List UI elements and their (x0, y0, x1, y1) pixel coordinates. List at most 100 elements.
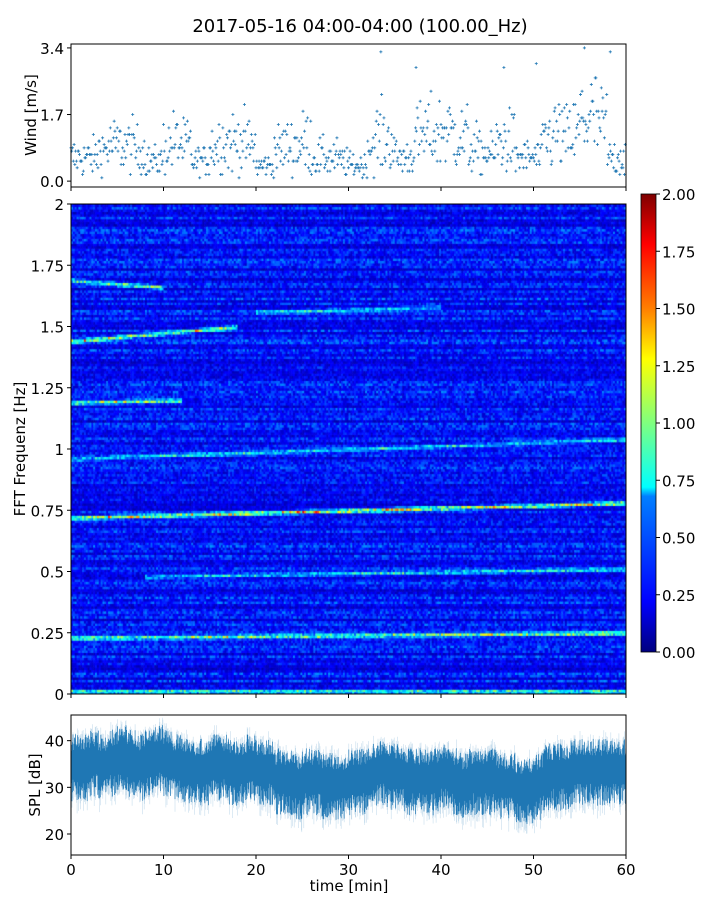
wind-point (429, 89, 433, 93)
wind-point (215, 152, 219, 156)
wind-point (112, 119, 116, 123)
wind-point (495, 123, 498, 127)
wind-point (283, 129, 287, 133)
wind-point (135, 149, 139, 153)
wind-point (483, 146, 487, 150)
wind-point (423, 133, 427, 137)
wind-point (304, 119, 308, 123)
wind-point (619, 149, 623, 153)
wind-point (160, 162, 164, 166)
wind-point (582, 139, 586, 143)
spl-xtick-label: 50 (524, 861, 543, 879)
wind-point (91, 169, 95, 173)
wind-point (503, 129, 507, 133)
wind-point (600, 109, 604, 113)
wind-point (520, 156, 524, 160)
wind-point (220, 172, 224, 176)
wind-point (264, 172, 268, 176)
wind-point (565, 103, 569, 107)
wind-point (289, 123, 293, 127)
wind-point (272, 176, 276, 180)
wind-point (595, 142, 599, 146)
wind-point (94, 162, 98, 166)
wind-point (444, 126, 448, 130)
wind-point (474, 149, 478, 153)
colorbar (641, 194, 656, 652)
wind-point (496, 152, 500, 156)
wind-point (411, 159, 415, 163)
wind-point (584, 123, 588, 127)
wind-point (392, 136, 396, 140)
wind-point (213, 142, 217, 146)
wind-point (114, 136, 118, 140)
wind-point (474, 119, 478, 123)
wind-point (164, 139, 168, 143)
wind-point (575, 123, 579, 127)
wind-point (527, 152, 531, 156)
wind-point (359, 156, 363, 160)
wind-point (73, 162, 77, 166)
colorbar-tick-label: 2.00 (662, 186, 695, 204)
wind-point (162, 123, 165, 127)
wind-point (237, 176, 241, 180)
wind-point (200, 156, 204, 160)
wind-point (572, 152, 576, 156)
wind-point (233, 142, 237, 146)
wind-point (438, 159, 442, 163)
wind-point (407, 169, 411, 173)
wind-point (303, 129, 307, 133)
wind-point (127, 126, 131, 130)
wind-point (425, 126, 429, 130)
wind-point (329, 149, 333, 153)
wind-point (580, 89, 584, 93)
wind-point (215, 139, 219, 143)
wind-point (363, 162, 367, 166)
wind-point (376, 156, 380, 160)
wind-point (468, 159, 472, 163)
wind-point (410, 169, 414, 173)
wind-point (559, 159, 563, 163)
wind-point (464, 123, 468, 127)
wind-point (301, 109, 305, 113)
wind-point (371, 136, 375, 140)
wind-point (306, 116, 310, 120)
wind-point (410, 162, 414, 166)
wind-point (615, 169, 619, 173)
wind-point (340, 162, 344, 166)
wind-point (84, 156, 88, 160)
wind-point (448, 113, 452, 117)
wind-point (576, 113, 580, 117)
wind-point (313, 156, 317, 160)
wind-point (468, 156, 472, 160)
wind-point (256, 172, 260, 176)
wind-point (387, 126, 391, 130)
wind-point (318, 136, 322, 140)
wind-point (587, 113, 591, 117)
wind-point (231, 113, 235, 117)
wind-point (363, 152, 367, 156)
wind-point (556, 129, 560, 133)
wind-point (384, 159, 387, 163)
wind-point (296, 159, 300, 163)
wind-point (563, 129, 567, 133)
wind-point (95, 152, 99, 156)
wind-point (470, 169, 474, 173)
wind-point (111, 149, 115, 153)
figure-title: 2017-05-16 04:00-04:00 (100.00_Hz) (192, 16, 527, 37)
wind-point (358, 166, 362, 170)
wind-point (511, 116, 515, 120)
wind-point (436, 126, 440, 130)
wind-point (521, 166, 525, 170)
wind-ylabel: Wind [m/s] (22, 74, 40, 156)
wind-point (239, 166, 243, 170)
wind-point (185, 119, 189, 123)
wind-point (603, 113, 607, 117)
colorbar-tick-label: 1.75 (662, 243, 695, 261)
wind-point (271, 169, 275, 173)
wind-point (248, 152, 252, 156)
wind-point (219, 156, 223, 160)
wind-point (239, 133, 243, 137)
wind-point (508, 156, 512, 160)
wind-point (502, 123, 506, 127)
